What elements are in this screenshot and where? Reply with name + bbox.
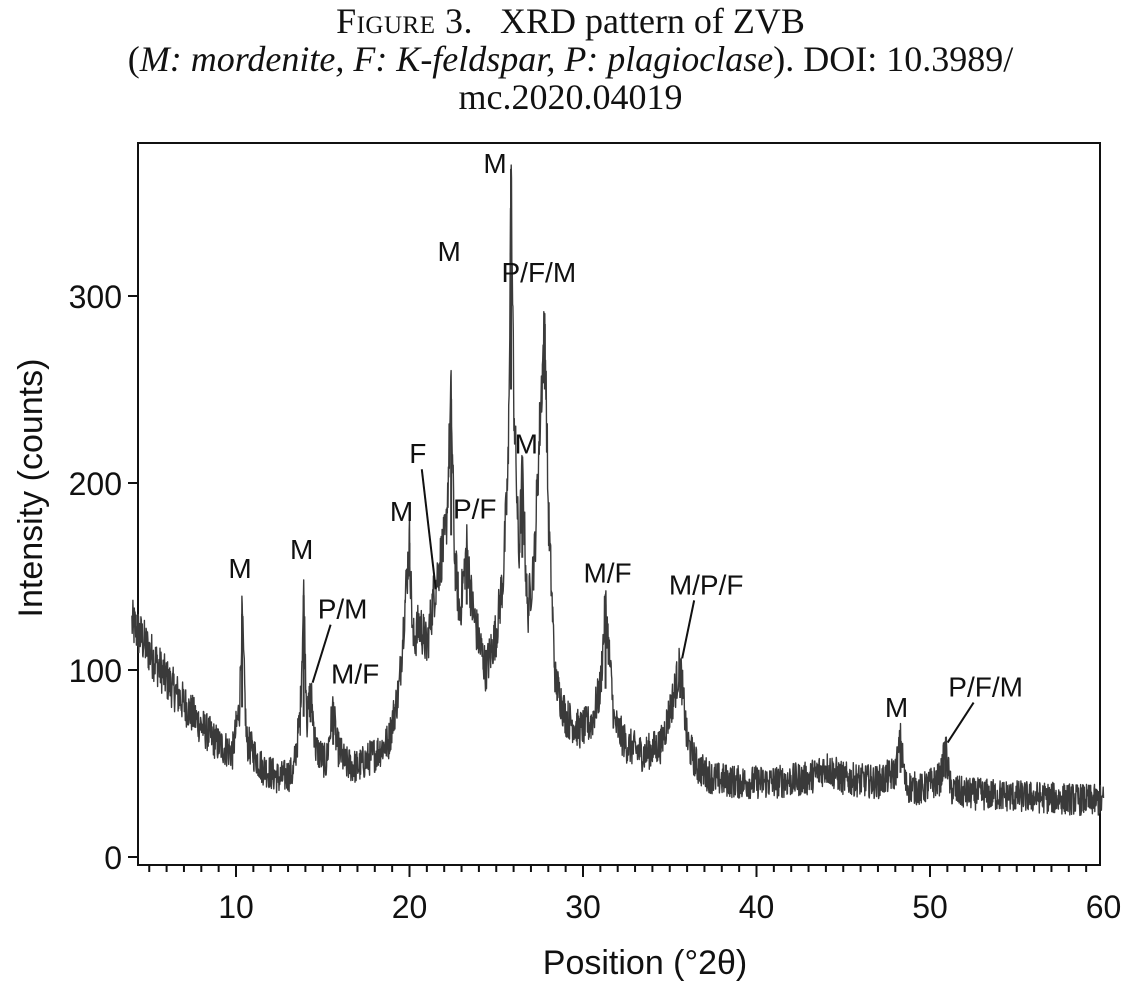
x-tick-label: 30 — [565, 889, 601, 925]
caption-line-2: (M: mordenite, F: K-feldspar, P: plagioc… — [0, 40, 1141, 78]
y-tick-label: 300 — [69, 279, 122, 315]
xrd-trace — [131, 164, 1105, 817]
y-tick-label: 0 — [104, 840, 122, 876]
caption-paren-close: ). — [773, 39, 795, 79]
x-axis-label: Position (°2θ) — [543, 944, 747, 982]
peak-label: P/M — [318, 594, 368, 625]
peak-label: M — [290, 534, 313, 565]
peak-label: M — [437, 236, 460, 267]
plot-frame — [137, 142, 1101, 866]
y-tick-label: 100 — [69, 653, 122, 689]
caption-doi: DOI: 10.3989/ — [803, 39, 1014, 79]
y-tick-label: 200 — [69, 466, 122, 502]
x-tick-label: 50 — [912, 889, 948, 925]
peak-label: M/P/F — [669, 569, 744, 600]
peak-label: M — [483, 148, 506, 179]
peak-label: P/F/M — [948, 672, 1023, 703]
peak-label: P/F/M — [501, 257, 576, 288]
caption-line-3: mc.2020.04019 — [0, 78, 1141, 116]
y-axis-label: Intensity (counts) — [12, 359, 50, 618]
x-tick-label: 40 — [739, 889, 775, 925]
peak-label: M — [885, 692, 908, 723]
x-tick-label: 60 — [1086, 889, 1122, 925]
annotation-leader — [681, 600, 696, 659]
peak-label: M — [390, 496, 413, 527]
peak-label: F — [409, 438, 426, 469]
figure-label: Figure 3. — [336, 1, 473, 41]
annotation-leader — [311, 624, 332, 683]
peak-label: P/F — [453, 493, 497, 524]
annotation-leader — [946, 701, 975, 744]
caption-doi-suffix: mc.2020.04019 — [458, 77, 683, 117]
peak-label: M/F — [583, 558, 631, 589]
caption-legend: M: mordenite, F: K-feldspar, P: plagiocl… — [139, 39, 774, 79]
peak-label: M/F — [331, 658, 379, 689]
figure-caption: Figure 3. XRD pattern of ZVB (M: mordeni… — [0, 2, 1141, 116]
caption-paren-open: ( — [127, 39, 140, 79]
axis-ticks: 10 20 30 40 50 60 0 100 200 300 — [69, 279, 1122, 925]
figure-title: XRD pattern of ZVB — [499, 1, 805, 41]
peak-label: M — [515, 429, 538, 460]
x-tick-label: 20 — [392, 889, 428, 925]
x-tick-label: 10 — [218, 889, 254, 925]
annotation-leader — [420, 469, 437, 590]
peak-label: M — [228, 553, 251, 584]
caption-line-1: Figure 3. XRD pattern of ZVB — [0, 2, 1141, 40]
xrd-series — [131, 164, 1105, 817]
